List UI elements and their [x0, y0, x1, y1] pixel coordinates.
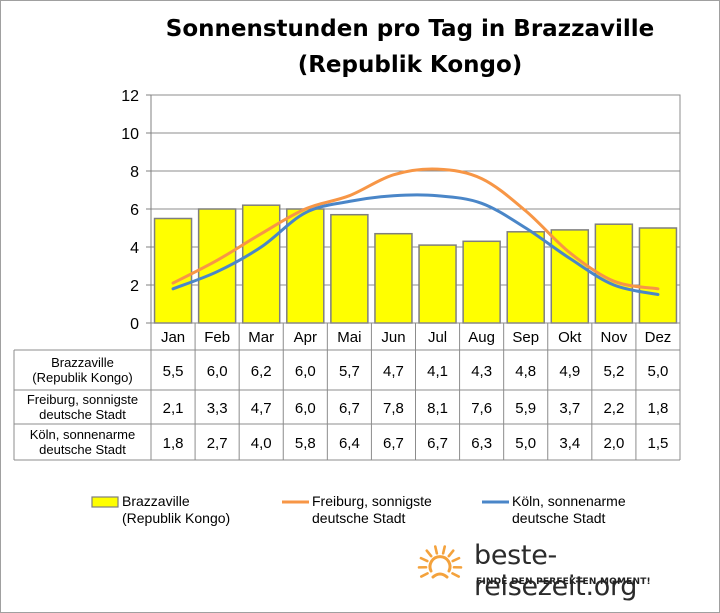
bar-sep: [506, 231, 545, 324]
y-tick-label: 12: [121, 88, 139, 105]
bar-series: [153, 204, 678, 324]
sun-ray: [451, 572, 461, 578]
sun-ray: [425, 549, 433, 558]
table-cell: 6,2: [251, 363, 272, 380]
line-koeln: [171, 193, 660, 296]
x-tick-label: Mai: [337, 329, 361, 346]
x-tick-label: Apr: [294, 329, 317, 346]
x-tick-label: Dez: [645, 329, 672, 346]
table-cell: 6,0: [207, 363, 228, 380]
table-cell: 5,8: [295, 435, 316, 452]
y-axis: 0 2 4 6 8 10 12: [121, 88, 152, 333]
table-cell: 5,5: [163, 363, 184, 380]
y-tick-label: 0: [130, 316, 139, 333]
x-tick-label: Feb: [204, 329, 230, 346]
sun-ray: [419, 556, 429, 563]
table-row-label: Köln, sonnenarme: [30, 427, 136, 442]
legend-swatches: [91, 496, 509, 508]
brand-slogan: FINDE DEN PERFEKTEN MOMENT!: [476, 577, 651, 587]
table-row-label: deutsche Stadt: [39, 442, 126, 457]
x-tick-label: Mar: [248, 329, 274, 346]
bar-jan: [153, 217, 193, 324]
legend-swatch-brazzaville: [91, 496, 119, 508]
y-tick-label: 2: [130, 278, 139, 295]
x-tick-label: Jan: [161, 329, 185, 346]
bar-jun: [374, 232, 413, 324]
table-cell: 1,5: [648, 435, 669, 452]
table-cell: 2,1: [163, 400, 184, 417]
x-tick-label: Nov: [601, 329, 628, 346]
bar-okt: [550, 229, 590, 324]
table-cell: 4,0: [251, 435, 272, 452]
table-cell: 4,7: [383, 363, 404, 380]
bar-mar: [241, 204, 281, 324]
y-tick-label: 10: [121, 126, 139, 143]
table-cell: 5,7: [339, 363, 360, 380]
table-cell: 6,3: [471, 435, 492, 452]
y-tick-label: 6: [130, 202, 139, 219]
bar-aug: [462, 240, 501, 324]
table-cell: 4,8: [515, 363, 536, 380]
sun-ray: [447, 549, 455, 558]
sun-arc: [428, 555, 452, 573]
table-cell: 3,3: [207, 400, 228, 417]
table-cell: 2,2: [603, 400, 624, 417]
table-cell: 6,7: [427, 435, 448, 452]
bar-jul: [418, 244, 457, 324]
legend-label-brazzaville: Brazzaville (Republik Kongo): [122, 493, 231, 526]
x-tick-label: Okt: [558, 329, 582, 346]
sun-wave: [431, 572, 449, 579]
data-table: Jan Feb Mar Apr Mai Jun Jul Aug Sep Okt Nov Dez Braz…: [13, 322, 681, 461]
table-cell: 8,1: [427, 400, 448, 417]
legend-label-freiburg: Freiburg, sonnigste deutsche Stadt: [312, 493, 432, 526]
table-cell: 1,8: [163, 435, 184, 452]
bar-dez: [638, 227, 678, 324]
table-cell: 4,7: [251, 400, 272, 417]
table-cell: 3,7: [559, 400, 580, 417]
sun-ray: [451, 556, 461, 563]
table-cell: 5,9: [515, 400, 536, 417]
y-tick-label: 8: [130, 164, 139, 181]
sun-ray: [433, 545, 439, 555]
table-cell: 7,8: [383, 400, 404, 417]
table-row-label: Freiburg, sonnigste: [27, 392, 138, 407]
sun-ray: [441, 545, 447, 555]
table-cell: 4,9: [559, 363, 580, 380]
brand-name[interactable]: beste-reisezeit.org: [474, 540, 638, 602]
line-freiburg: [171, 167, 660, 291]
chart-subtitle: (Republik Kongo): [297, 52, 523, 78]
table-cell: 6,0: [295, 363, 316, 380]
table-row-label: Brazzaville: [51, 355, 114, 370]
table-cell: 6,4: [339, 435, 360, 452]
x-tick-label: Jul: [428, 329, 447, 346]
table-cell: 2,7: [207, 435, 228, 452]
sun-icon: [417, 545, 463, 579]
x-tick-label: Sep: [512, 329, 539, 346]
y-tick-label: 4: [130, 240, 139, 257]
chart-title: Sonnenstunden pro Tag in Brazzaville: [165, 16, 655, 42]
table-cell: 5,2: [603, 363, 624, 380]
legend-label-koeln: Köln, sonnenarme deutsche Stadt: [512, 493, 626, 526]
table-cell: 5,0: [515, 435, 536, 452]
x-tick-label: Aug: [468, 329, 495, 346]
table-cell: 1,8: [648, 400, 669, 417]
bar-mai: [330, 213, 369, 324]
table-cell: 4,1: [427, 363, 448, 380]
gridlines: [150, 94, 681, 324]
table-cell: 4,3: [471, 363, 492, 380]
x-tick-label: Jun: [381, 329, 405, 346]
table-row-label: deutsche Stadt: [39, 407, 126, 422]
table-cell: 6,7: [339, 400, 360, 417]
table-cell: 5,0: [648, 363, 669, 380]
table-row-label: (Republik Kongo): [32, 370, 132, 385]
table-cell: 3,4: [559, 435, 580, 452]
table-cell: 7,6: [471, 400, 492, 417]
table-cell: 6,7: [383, 435, 404, 452]
table-cell: 2,0: [603, 435, 624, 452]
bar-apr: [286, 208, 325, 324]
table-cell: 6,0: [295, 400, 316, 417]
line-series: [171, 167, 660, 296]
sun-ray: [419, 572, 429, 578]
